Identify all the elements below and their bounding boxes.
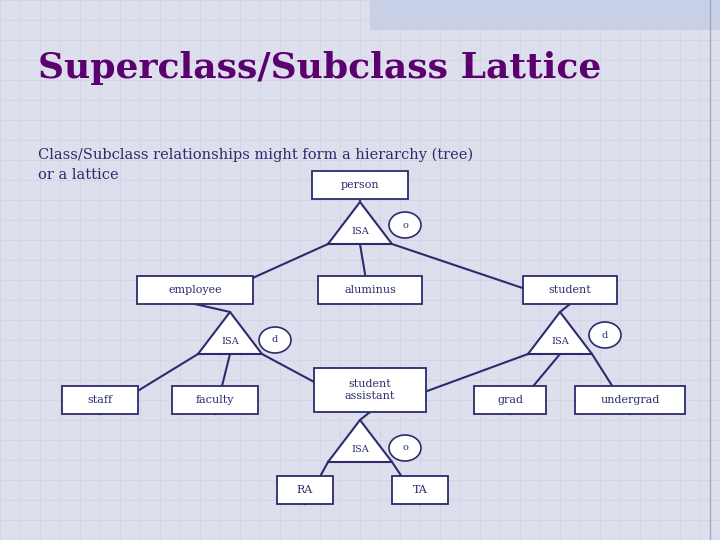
Polygon shape bbox=[198, 312, 262, 354]
Text: d: d bbox=[602, 330, 608, 340]
Text: ISA: ISA bbox=[351, 446, 369, 455]
FancyBboxPatch shape bbox=[392, 476, 448, 504]
Text: o: o bbox=[402, 220, 408, 230]
Text: faculty: faculty bbox=[196, 395, 234, 405]
Text: ISA: ISA bbox=[221, 338, 239, 347]
Text: employee: employee bbox=[168, 285, 222, 295]
FancyBboxPatch shape bbox=[62, 386, 138, 414]
Ellipse shape bbox=[389, 212, 421, 238]
Text: Superclass/Subclass Lattice: Superclass/Subclass Lattice bbox=[38, 51, 601, 85]
Ellipse shape bbox=[589, 322, 621, 348]
FancyBboxPatch shape bbox=[575, 386, 685, 414]
FancyBboxPatch shape bbox=[474, 386, 546, 414]
Text: TA: TA bbox=[413, 485, 428, 495]
Ellipse shape bbox=[389, 435, 421, 461]
FancyBboxPatch shape bbox=[312, 171, 408, 199]
FancyBboxPatch shape bbox=[172, 386, 258, 414]
Polygon shape bbox=[328, 420, 392, 462]
Text: o: o bbox=[402, 443, 408, 453]
FancyBboxPatch shape bbox=[277, 476, 333, 504]
Text: ISA: ISA bbox=[551, 338, 569, 347]
FancyBboxPatch shape bbox=[523, 276, 617, 304]
FancyBboxPatch shape bbox=[314, 368, 426, 412]
Polygon shape bbox=[328, 202, 392, 244]
Ellipse shape bbox=[259, 327, 291, 353]
Text: aluminus: aluminus bbox=[344, 285, 396, 295]
FancyBboxPatch shape bbox=[370, 0, 720, 30]
Text: Class/Subclass relationships might form a hierarchy (tree)
or a lattice: Class/Subclass relationships might form … bbox=[38, 148, 473, 182]
FancyBboxPatch shape bbox=[137, 276, 253, 304]
Text: person: person bbox=[341, 180, 379, 190]
Text: RA: RA bbox=[297, 485, 313, 495]
Text: d: d bbox=[272, 335, 278, 345]
Text: ISA: ISA bbox=[351, 227, 369, 237]
Text: student: student bbox=[549, 285, 591, 295]
FancyBboxPatch shape bbox=[318, 276, 422, 304]
Polygon shape bbox=[528, 312, 592, 354]
Text: grad: grad bbox=[497, 395, 523, 405]
Text: undergrad: undergrad bbox=[600, 395, 660, 405]
Text: student
assistant: student assistant bbox=[345, 379, 395, 401]
Text: staff: staff bbox=[87, 395, 112, 405]
